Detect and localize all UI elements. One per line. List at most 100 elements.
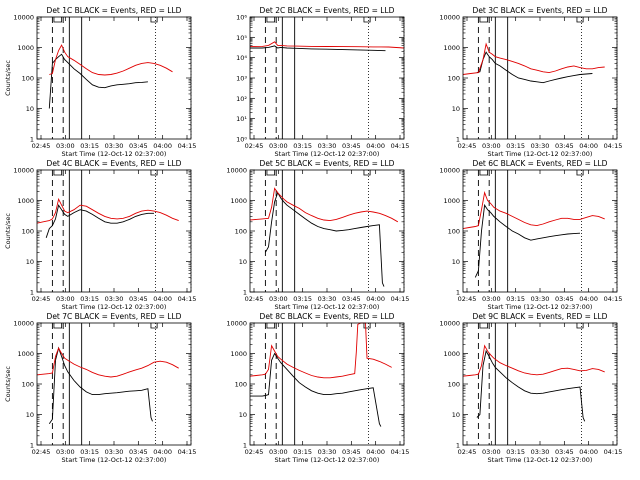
x-tick-label: 03:00 (482, 448, 501, 456)
y-tick-label: 10⁰ (236, 136, 247, 144)
y-axis-label: Counts/sec (4, 60, 12, 96)
y-tick-label: 1000 (443, 197, 460, 205)
series-line-lld (36, 197, 179, 224)
y-tick-label: 10000 (13, 14, 34, 22)
x-tick-label: 03:30 (531, 295, 550, 303)
panel-3: Det 3C BLACK = Events, RED = LLD 1 10 100 10… (439, 6, 622, 158)
x-tick-label: 02:45 (32, 295, 51, 303)
series-line-events (48, 346, 153, 424)
x-tick-label: 02:45 (32, 448, 51, 456)
x-tick-label: 03:45 (129, 448, 148, 456)
series-line-events (250, 352, 382, 427)
marker-box (266, 17, 276, 23)
x-tick-label: 02:45 (458, 295, 477, 303)
plot-frame (462, 169, 618, 293)
series-line-lld (249, 41, 405, 49)
x-axis-label: Start Time (12-Oct-12 02:37:00) (275, 456, 380, 464)
x-tick-label: 04:15 (178, 295, 197, 303)
x-tick-label: 03:30 (531, 142, 550, 150)
series-line-events (48, 53, 148, 109)
x-tick-label: 03:45 (342, 142, 361, 150)
marker-box (479, 17, 489, 23)
series-line-events (45, 204, 154, 238)
plot-frame (462, 16, 618, 140)
marker-box (576, 17, 584, 23)
marker-box (266, 323, 276, 329)
y-axis-label: Counts/sec (4, 366, 12, 402)
marker-box (576, 170, 584, 176)
y-tick-label: 10 (239, 411, 247, 419)
x-tick-label: 03:45 (555, 142, 574, 150)
x-tick-label: 03:30 (531, 448, 550, 456)
panel-7: Det 7C BLACK = Events, RED = LLD 1 10 100 10… (4, 312, 196, 464)
y-tick-label: 10¹ (236, 115, 247, 123)
marker-box (363, 323, 371, 329)
y-tick-label: 10000 (13, 320, 34, 328)
x-tick-label: 03:15 (506, 142, 525, 150)
x-tick-label: 03:45 (129, 295, 148, 303)
x-tick-label: 03:30 (318, 448, 337, 456)
y-tick-label: 1000 (17, 44, 34, 52)
x-axis-label: Start Time (12-Oct-12 02:37:00) (488, 150, 593, 158)
series-line-events (476, 51, 593, 84)
x-axis-label: Start Time (12-Oct-12 02:37:00) (488, 456, 593, 464)
x-tick-label: 03:00 (269, 295, 288, 303)
x-tick-label: 03:30 (105, 142, 124, 150)
plot-frame (36, 322, 192, 446)
y-tick-label: 10000 (439, 167, 460, 175)
series-line-events (474, 203, 581, 278)
panel-title: Det 2C BLACK = Events, RED = LLD (260, 6, 395, 15)
y-tick-label: 10 (26, 105, 34, 113)
x-tick-label: 04:15 (178, 448, 197, 456)
panel-1: Det 1C BLACK = Events, RED = LLD 1 10 100 10… (4, 6, 196, 158)
x-axis-label: Start Time (12-Oct-12 02:37:00) (275, 303, 380, 311)
y-axis-label: Counts/sec (4, 213, 12, 249)
x-tick-label: 02:45 (32, 142, 51, 150)
y-tick-label: 1000 (17, 350, 34, 358)
y-tick-label: 10 (452, 105, 460, 113)
x-tick-label: 03:45 (555, 295, 574, 303)
x-tick-label: 03:30 (318, 295, 337, 303)
x-tick-label: 03:15 (80, 142, 99, 150)
x-tick-label: 04:00 (153, 295, 172, 303)
y-tick-label: 100 (235, 381, 247, 389)
panel-5: Det 5C BLACK = Events, RED = LLD 1 10 100 10… (226, 159, 409, 311)
x-tick-label: 03:15 (506, 448, 525, 456)
x-tick-label: 03:30 (105, 448, 124, 456)
y-tick-label: 1 (30, 136, 34, 144)
y-tick-label: 1 (243, 289, 247, 297)
x-tick-label: 03:15 (80, 448, 99, 456)
x-tick-label: 03:45 (342, 295, 361, 303)
x-tick-label: 02:45 (245, 295, 264, 303)
x-tick-label: 03:15 (293, 448, 312, 456)
y-tick-label: 100 (235, 228, 247, 236)
y-tick-label: 1000 (230, 350, 247, 358)
x-axis-label: Start Time (12-Oct-12 02:37:00) (62, 456, 167, 464)
x-axis-label: Start Time (12-Oct-12 02:37:00) (488, 303, 593, 311)
x-tick-label: 03:30 (105, 295, 124, 303)
series-line-lld (462, 191, 605, 230)
series-line-events (476, 349, 586, 422)
marker-box (479, 323, 489, 329)
x-tick-label: 02:45 (458, 142, 477, 150)
y-tick-label: 1 (30, 442, 34, 450)
series-line-lld (249, 322, 392, 379)
x-tick-label: 03:00 (56, 448, 75, 456)
x-tick-label: 03:00 (56, 142, 75, 150)
y-tick-label: 10⁵ (236, 34, 247, 42)
marker-box (150, 323, 158, 329)
y-tick-label: 10⁴ (236, 54, 247, 62)
panel-9: Det 9C BLACK = Events, RED = LLD 1 10 100 10… (439, 312, 622, 464)
y-tick-label: 10 (26, 258, 34, 266)
x-tick-label: 02:45 (245, 142, 264, 150)
x-tick-label: 04:00 (366, 448, 385, 456)
y-tick-label: 1000 (443, 350, 460, 358)
x-tick-label: 04:00 (579, 295, 598, 303)
series-line-events (265, 191, 385, 287)
x-tick-label: 04:00 (579, 448, 598, 456)
x-axis-label: Start Time (12-Oct-12 02:37:00) (62, 303, 167, 311)
x-tick-label: 02:45 (458, 448, 477, 456)
plot-frame (249, 322, 405, 446)
y-tick-label: 1000 (17, 197, 34, 205)
